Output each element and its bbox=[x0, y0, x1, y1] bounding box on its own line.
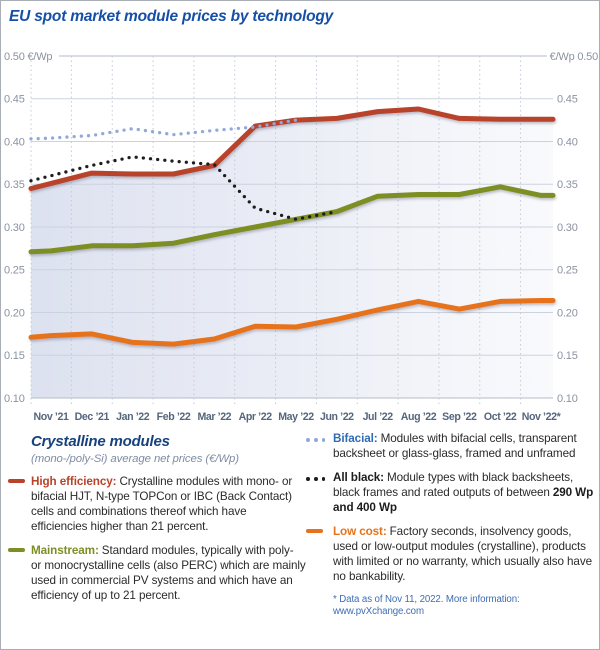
x-tick-label: Sep ’22 bbox=[442, 411, 477, 423]
y-tick-label-left: 0.35 bbox=[4, 179, 25, 191]
legend-subheading: (mono-/poly-Si) average net prices (€/Wp… bbox=[31, 453, 239, 466]
x-tick-label: Feb ’22 bbox=[157, 411, 191, 423]
x-tick-label: Nov ’21 bbox=[34, 411, 69, 423]
legend-label-low-cost: Low cost: bbox=[333, 524, 387, 538]
series-line-low-cost bbox=[28, 298, 556, 347]
y-tick-label-left: 0.25 bbox=[4, 265, 25, 277]
y-tick-label-left: 0.40 bbox=[4, 136, 25, 148]
y-tick-label-left: 0.20 bbox=[4, 307, 25, 319]
y-tick-label-left: 0.50 €/Wp bbox=[4, 51, 52, 63]
x-tick-label: Jan ’22 bbox=[116, 411, 150, 423]
y-tick-label-left: 0.45 bbox=[4, 94, 25, 106]
legend-entry-high-efficiency: High efficiency: Crystalline modules with… bbox=[8, 475, 306, 535]
x-tick-label: Apr ’22 bbox=[239, 411, 273, 423]
high-efficiency-area bbox=[31, 109, 553, 398]
legend-label-high-efficiency: High efficiency: bbox=[31, 474, 117, 488]
legend: Crystalline modules (mono-/poly-Si) aver… bbox=[1, 432, 599, 619]
y-tick-label-right: 0.35 bbox=[557, 179, 578, 191]
series-line-bifacial bbox=[29, 118, 298, 141]
legend-entry-all-black: All black: Module types with black backsh… bbox=[306, 471, 597, 516]
y-tick-label-left: 0.15 bbox=[4, 350, 25, 362]
price-chart: 0.50 €/Wp €/Wp 0.50 0.45 0.45 0.40 0.40 0.35 0.… bbox=[4, 51, 598, 423]
legend-column-right: Bifacial: Modules with bifacial cells, tr… bbox=[306, 432, 599, 619]
legend-label-all-black: All black: bbox=[333, 470, 384, 484]
y-tick-label-right: 0.10 bbox=[557, 393, 578, 405]
x-tick-label: Jul ’22 bbox=[363, 411, 394, 423]
footnote: * Data as of Nov 11, 2022. More informat… bbox=[333, 593, 520, 618]
legend-text-low-cost: Factory seconds, insolvency goods, used … bbox=[333, 524, 592, 583]
y-tick-label-right: €/Wp 0.50 bbox=[550, 51, 598, 63]
legend-column-left: Crystalline modules (mono-/poly-Si) aver… bbox=[1, 432, 306, 619]
legend-text-bifacial: Modules with bifacial cells, transparent… bbox=[333, 432, 577, 460]
legend-label-bifacial: Bifacial: bbox=[333, 432, 378, 445]
legend-text-high-efficiency: Crystalline modules with mono- or bifaci… bbox=[31, 474, 293, 533]
legend-text-all-black: Module types with black backsheets, blac… bbox=[333, 470, 574, 499]
legend-text-mainstream: Standard modules, typically with poly- o… bbox=[31, 543, 306, 602]
y-tick-label-right: 0.20 bbox=[557, 307, 578, 319]
x-tick-label: Oct ’22 bbox=[484, 411, 517, 423]
y-tick-label-right: 0.30 bbox=[557, 222, 578, 234]
high-efficiency-line-icon bbox=[8, 475, 31, 535]
y-tick-label-right: 0.25 bbox=[557, 265, 578, 277]
y-tick-label-left: 0.30 bbox=[4, 222, 25, 234]
legend-label-mainstream: Mainstream: bbox=[31, 543, 99, 557]
series-line-all-black bbox=[29, 155, 339, 221]
y-tick-label-right: 0.15 bbox=[557, 350, 578, 362]
y-tick-label-right: 0.45 bbox=[557, 94, 578, 106]
legend-entry-low-cost: Low cost: Factory seconds, insolvency goo… bbox=[306, 525, 597, 585]
x-tick-label: Jun ’22 bbox=[320, 411, 354, 423]
x-tick-label: Aug ’22 bbox=[401, 411, 437, 423]
all-black-dots-icon bbox=[306, 471, 333, 516]
x-tick-label: Dec ’21 bbox=[75, 411, 110, 423]
x-tick-label: Mar ’22 bbox=[197, 411, 231, 423]
low-cost-line-icon bbox=[306, 525, 333, 585]
y-tick-label-left: 0.10 bbox=[4, 393, 25, 405]
legend-text-all-black-bold: 290 Wp and 400 Wp bbox=[333, 485, 594, 514]
y-tick-label-right: 0.40 bbox=[557, 136, 578, 148]
page-title: EU spot market module prices by technolo… bbox=[9, 8, 334, 25]
legend-entry-bifacial: Bifacial: Modules with bifacial cells, tr… bbox=[306, 432, 597, 462]
legend-heading: Crystalline modules bbox=[31, 433, 170, 450]
x-tick-label: Nov ’22* bbox=[522, 411, 562, 423]
bifacial-dots-icon bbox=[306, 432, 333, 462]
mainstream-line-icon bbox=[8, 544, 31, 604]
legend-entry-mainstream: Mainstream: Standard modules, typically w… bbox=[8, 544, 306, 604]
x-tick-label: May ’22 bbox=[278, 411, 314, 423]
